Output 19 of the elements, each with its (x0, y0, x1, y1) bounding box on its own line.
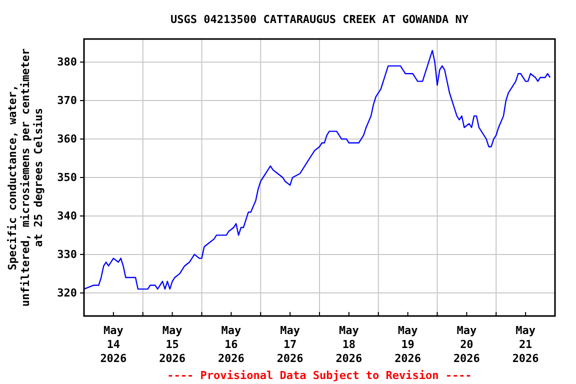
x-tick-label: May 15 2026 (159, 324, 186, 365)
y-tick-label: 320 (57, 286, 77, 300)
x-tick-label: May 17 2026 (276, 324, 304, 365)
text: ---- Provisional Data Subject to Revision ---- (167, 369, 472, 382)
x-tick-label: May 16 2026 (218, 324, 245, 365)
x-tick-label: May 14 2026 (100, 324, 128, 365)
y-tick-label: 380 (57, 56, 77, 69)
x-tick-label: May 21 2026 (512, 324, 540, 365)
x-tick-label: May 19 2026 (394, 324, 422, 365)
x-tick-label: May 20 2026 (453, 324, 480, 365)
y-tick-label: 340 (57, 209, 77, 222)
y-axis-title: Specific conductance, water, unfiltered, microsiemens per centimeter at 25 degrees Celsius (6, 48, 45, 307)
y-tick-label: 370 (57, 94, 77, 108)
chart-title: USGS 04213500 CATTARAUGUS CREEK AT GOWANDA NY (170, 13, 469, 26)
y-tick-label: 350 (57, 171, 77, 184)
line-series (83, 50, 551, 290)
x-tick-label: May 18 2026 (336, 324, 363, 365)
y-tick-label: 330 (57, 248, 77, 261)
y-tick-label: 360 (57, 132, 77, 146)
